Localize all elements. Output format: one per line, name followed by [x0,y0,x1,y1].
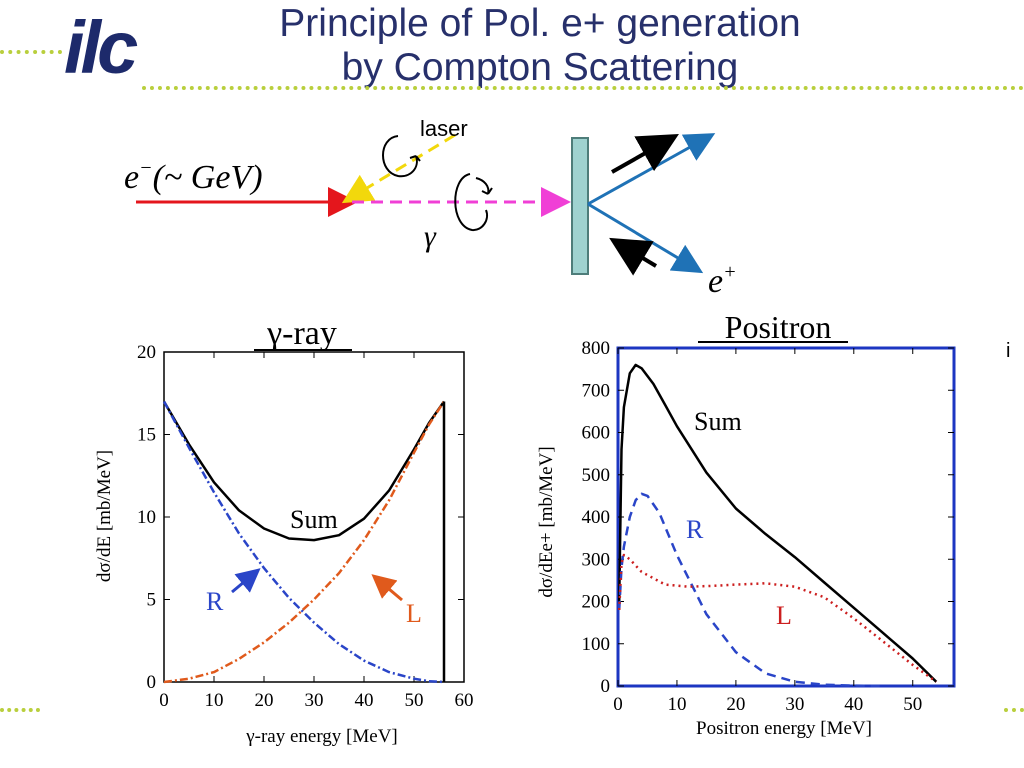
positron-arrow-down [587,202,704,274]
positron-chart: Positron 0 10 20 30 40 5001002003004005006007… [536,309,956,739]
y-tick-label: 700 [582,380,611,401]
sum-annotation: Sum [694,407,742,436]
x-tick-label: 20 [255,690,274,711]
x-tick-label: 30 [305,690,324,711]
x-tick-label: 60 [455,690,474,711]
l-annotation: L [406,599,422,628]
plot-frame [616,346,956,688]
x-tick-label: 40 [844,694,863,715]
slide-title: Principle of Pol. e+ generation by Compt… [170,2,910,90]
l-annotation: L [776,601,792,630]
x-tick-label: 50 [405,690,424,711]
positron-arrow-up [587,133,716,206]
y-tick-label: 100 [582,634,611,655]
x-tick-label: 20 [726,694,745,715]
laser-label: laser [420,116,468,141]
footer-dotted-rule-left [0,708,40,712]
target-plate [571,137,589,275]
laser-beam-arrow [341,133,456,204]
series-l-line [163,400,446,684]
r-annotation: R [206,587,224,616]
y-tick-label: 20 [137,342,156,363]
x-tick-label: 40 [355,690,374,711]
chart-title: γ-ray [266,315,337,352]
laser-polarization-icon [382,135,421,178]
x-tick-label: 50 [903,694,922,715]
y-tick-label: 10 [137,507,156,528]
gamma-polarization-icon [454,173,493,232]
title-line-1: Principle of Pol. e+ generation [279,2,801,45]
stray-mark: i [1006,340,1011,362]
l-pointer-arrow [371,574,403,602]
gamma-label: γ [424,220,437,253]
electron-label: e−(~ GeV) [124,157,263,196]
y-tick-label: 0 [601,676,611,697]
compton-diagram: e−(~ GeV) laser γ e+ [124,116,737,300]
title-dotted-rule-right [142,86,1024,90]
y-tick-label: 300 [582,549,611,570]
gamma-ray-chart: γ-ray 0 10 20 30 40 50 60 0 5 10 15 20 γ-ray energy… [94,315,474,747]
x-tick-label: 10 [667,694,686,715]
y-axis-label: dσ/dE [mb/MeV] [94,450,115,582]
y-tick-label: 500 [582,465,611,486]
y-axis-label: dσ/dEe+ [mb/MeV] [536,446,557,597]
title-line-2: by Compton Scattering [341,46,739,89]
x-tick-label: 0 [159,690,169,711]
x-axis-label: γ-ray energy [MeV] [245,726,398,747]
x-axis-label: Positron energy [MeV] [696,718,872,739]
positron-label: e+ [708,261,737,300]
series-r-line [162,400,445,684]
series-sum-line [617,363,938,683]
chart-title: Positron [725,309,832,345]
spin-arrow-down [609,237,658,276]
series-r-line [617,492,884,688]
y-tick-label: 800 [582,338,611,359]
y-tick-label: 200 [582,592,611,613]
x-tick-label: 0 [613,694,623,715]
r-annotation: R [686,515,704,544]
ilc-logo: ilc [64,6,138,89]
title-dotted-rule-left [0,50,62,54]
footer-dotted-rule-right [1004,708,1024,712]
y-tick-label: 400 [582,507,611,528]
r-pointer-arrow [231,568,261,594]
y-tick-label: 0 [147,672,157,693]
y-tick-label: 15 [137,425,156,446]
x-tick-label: 30 [785,694,804,715]
x-tick-label: 10 [205,690,224,711]
y-tick-label: 5 [147,590,157,611]
sum-annotation: Sum [290,505,338,534]
series-sum-line [162,400,446,542]
spin-arrow-up [611,134,679,174]
y-tick-label: 600 [582,423,611,444]
